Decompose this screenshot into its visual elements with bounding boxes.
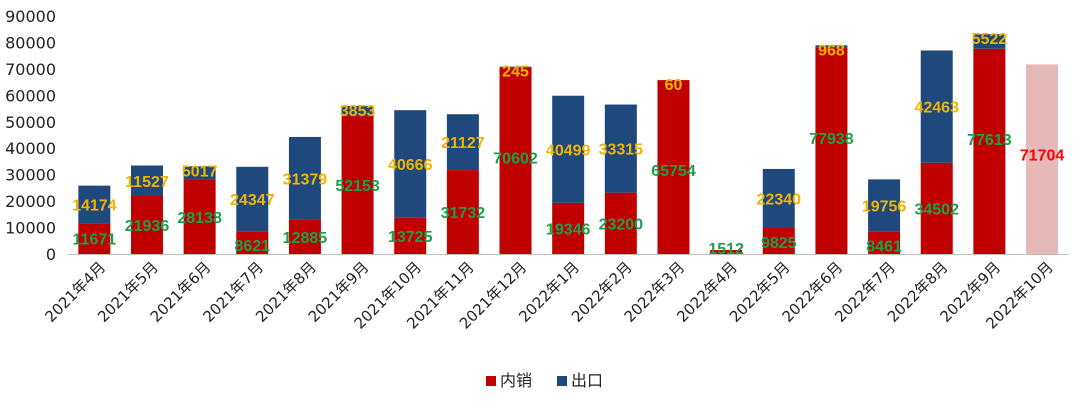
- data-label-domestic: 1512: [708, 241, 744, 258]
- data-label-domestic: 65754: [651, 163, 696, 180]
- data-label-export: 21127: [441, 135, 485, 152]
- y-tick-label: 90000: [5, 7, 56, 26]
- y-tick-label: 80000: [5, 33, 56, 52]
- bar-domestic: [446, 170, 479, 254]
- bar-domestic: [762, 228, 795, 254]
- bar-export: [341, 105, 374, 117]
- legend-swatch-domestic: [486, 376, 496, 386]
- data-label-export: 19756: [862, 199, 907, 216]
- bar-domestic: [394, 217, 427, 254]
- bar-domestic: [341, 116, 374, 254]
- bar-domestic: [288, 219, 321, 254]
- data-label-export: 14174: [72, 197, 117, 214]
- data-label-export: 5522: [972, 31, 1008, 48]
- bar-export: [394, 110, 427, 218]
- bar-export: [920, 50, 953, 163]
- data-label-export: 11527: [125, 174, 169, 191]
- y-tick-label: 40000: [5, 139, 56, 158]
- bar-domestic: [920, 162, 953, 254]
- data-label-domestic: 23200: [599, 216, 644, 233]
- data-label-export: 42463: [914, 100, 959, 117]
- data-label-domestic: 13725: [388, 229, 433, 246]
- data-label-domestic: 34502: [914, 201, 959, 218]
- data-label-domestic: 52153: [335, 178, 380, 195]
- data-label-domestic: 12885: [283, 230, 328, 247]
- bar-export: [130, 165, 163, 196]
- bar-export: [446, 114, 479, 171]
- bar-export: [499, 66, 532, 68]
- bar-domestic: [868, 231, 901, 254]
- bar-domestic: [1026, 64, 1059, 255]
- data-label-export: 245: [502, 64, 529, 81]
- data-label-export: 33315: [599, 142, 644, 159]
- legend-label-domestic: 内销: [500, 371, 532, 390]
- bar-domestic: [130, 195, 163, 254]
- bars: [78, 34, 1059, 255]
- bar-domestic: [183, 179, 216, 254]
- legend: 内销 出口: [486, 371, 603, 390]
- data-label-domestic: 70602: [493, 150, 538, 167]
- data-label-domestic: 77938: [809, 131, 854, 148]
- x-axis: 2021年4月2021年5月2021年6月2021年7月2021年8月2021年…: [41, 254, 1069, 333]
- data-label-domestic: 8461: [866, 239, 902, 256]
- data-label-domestic: 28138: [177, 210, 222, 227]
- bar-export: [868, 179, 901, 232]
- data-label-export: 31379: [283, 171, 328, 188]
- data-label-domestic: 19346: [546, 221, 591, 238]
- legend-label-export: 出口: [571, 371, 603, 390]
- bar-export: [78, 185, 111, 224]
- data-label-export: 60: [665, 77, 683, 94]
- bar-domestic: [657, 80, 690, 254]
- y-axis: 0 10000 20000 30000 40000 50000 60000 70000 8000…: [5, 7, 56, 264]
- bar-domestic: [973, 48, 1006, 255]
- y-tick-label: 70000: [5, 60, 56, 79]
- data-label-export: 5017: [182, 163, 218, 180]
- bar-domestic: [78, 223, 111, 254]
- data-label-domestic: 71704: [1020, 147, 1065, 164]
- data-label-domestic: 11671: [73, 232, 117, 249]
- data-label-export: 24347: [230, 192, 275, 209]
- bar-export: [288, 136, 321, 220]
- y-tick-label: 30000: [5, 166, 56, 185]
- y-tick-label: 20000: [5, 192, 56, 211]
- data-label-domestic: 9825: [761, 235, 797, 252]
- bar-export: [815, 45, 848, 48]
- y-tick-label: 50000: [5, 113, 56, 132]
- bar-domestic: [236, 231, 269, 254]
- data-label-domestic: 21936: [125, 218, 170, 235]
- bar-export: [973, 34, 1006, 49]
- data-label-export: 3853: [340, 103, 376, 120]
- bar-domestic: [815, 47, 848, 254]
- data-label-domestic: 77613: [967, 132, 1012, 149]
- data-label-domestic: 31732: [441, 205, 486, 222]
- bar-export: [183, 166, 216, 180]
- bar-domestic: [604, 192, 637, 254]
- data-label-export: 968: [818, 42, 845, 59]
- data-label-export: 22340: [757, 191, 802, 208]
- bar-domestic: [552, 202, 585, 254]
- bar-export: [552, 95, 585, 203]
- data-label-export: 40666: [388, 157, 433, 174]
- y-tick-label: 10000: [5, 219, 56, 238]
- y-tick-label: 0: [46, 245, 56, 264]
- bar-export: [762, 168, 795, 229]
- data-label-export: 40499: [546, 142, 591, 159]
- bar-export: [236, 166, 269, 232]
- data-label-domestic: 8621: [234, 238, 270, 255]
- data-labels: 11671 14174 21936 11527 28138 5017 8621 24347 12…: [72, 31, 1064, 258]
- y-tick-label: 60000: [5, 86, 56, 105]
- bar-export: [604, 104, 637, 193]
- legend-swatch-export: [557, 376, 567, 386]
- bar-domestic: [499, 67, 532, 254]
- bar-domestic: [710, 250, 743, 254]
